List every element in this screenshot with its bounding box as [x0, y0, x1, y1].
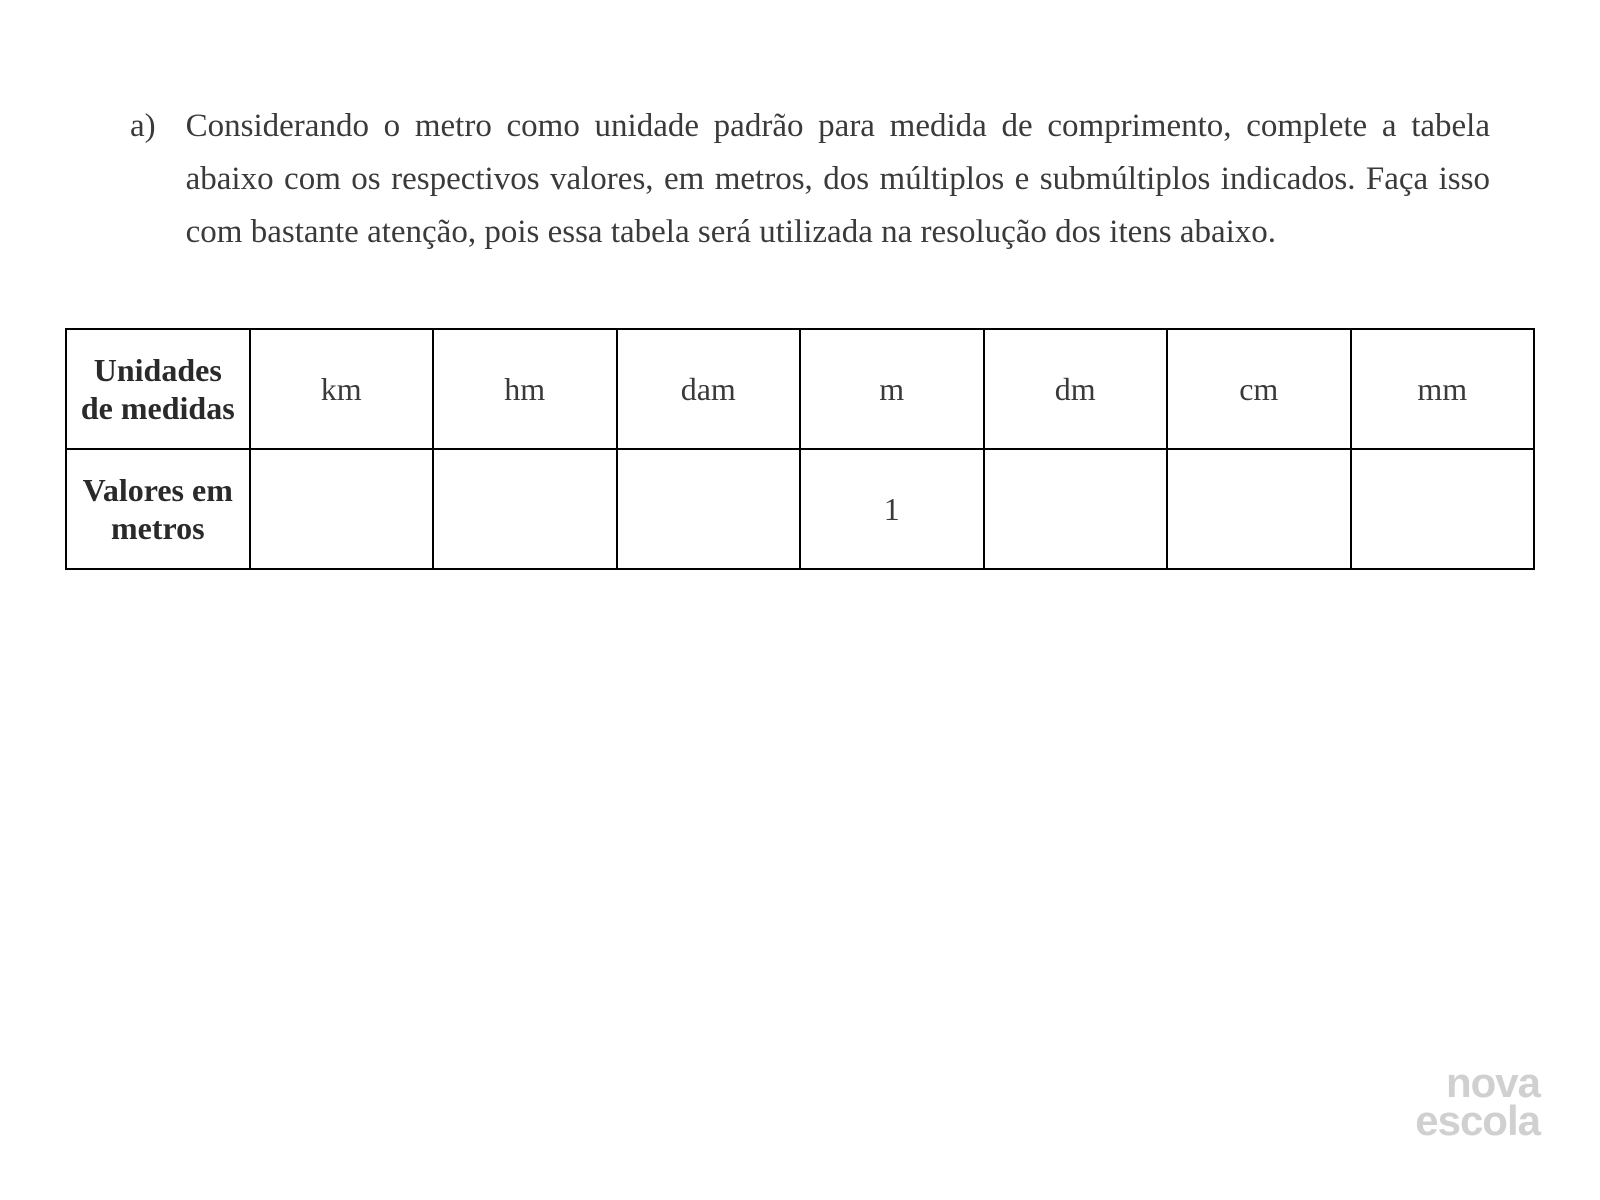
table-row-values: Valores em metros 1 [66, 449, 1534, 569]
unit-cell-cm: cm [1167, 329, 1351, 449]
row-header-units: Unidades de medidas [66, 329, 250, 449]
value-cell-km [250, 449, 434, 569]
brand-logo: nova escola [1415, 1064, 1540, 1140]
question-marker: a) [130, 100, 156, 153]
unit-cell-hm: hm [433, 329, 617, 449]
question-block: a) Considerando o metro como unidade pad… [50, 100, 1550, 258]
value-cell-hm [433, 449, 617, 569]
value-cell-cm [1167, 449, 1351, 569]
unit-cell-mm: mm [1351, 329, 1535, 449]
row-header-values: Valores em metros [66, 449, 250, 569]
page-container: a) Considerando o metro como unidade pad… [0, 0, 1600, 1200]
unit-cell-km: km [250, 329, 434, 449]
unit-cell-m: m [800, 329, 984, 449]
table-row-units: Unidades de medidas km hm dam m dm cm mm [66, 329, 1534, 449]
value-cell-dam [617, 449, 801, 569]
unit-cell-dam: dam [617, 329, 801, 449]
value-cell-dm [984, 449, 1168, 569]
value-cell-mm [1351, 449, 1535, 569]
units-table: Unidades de medidas km hm dam m dm cm mm… [65, 328, 1535, 570]
logo-text-line2: escola [1415, 1102, 1540, 1140]
question-text: Considerando o metro como unidade padrão… [186, 100, 1490, 258]
value-cell-m: 1 [800, 449, 984, 569]
unit-cell-dm: dm [984, 329, 1168, 449]
